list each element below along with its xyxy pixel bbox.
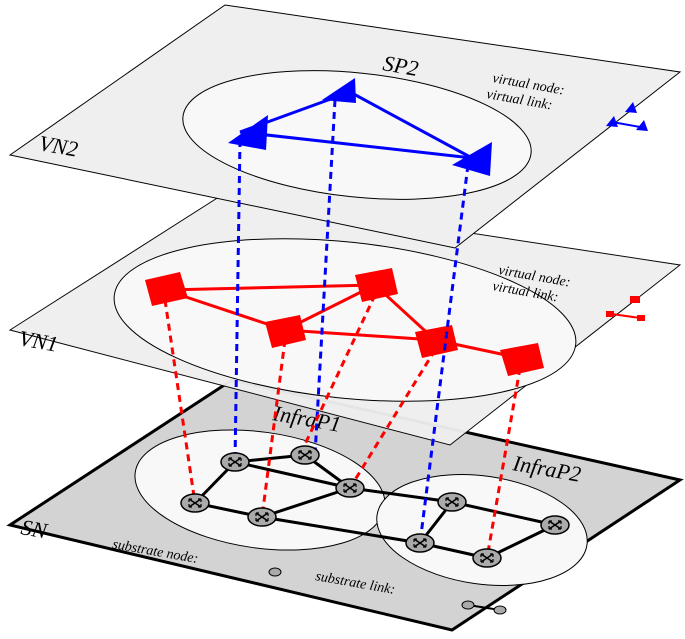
vn2-layer: SP2 VN2 virtual node: virtual link:	[8, 4, 682, 249]
layer-label: SN	[19, 514, 50, 543]
layer-label: VN1	[17, 325, 60, 356]
sn-layer: SN InfraP1 InfraP2 substrate node: subst…	[6, 378, 684, 632]
mapping-lines	[163, 99, 522, 559]
provider-label: SP2	[381, 50, 420, 81]
vn1-layer: VN1 virtual node: virtual link:	[8, 194, 682, 446]
